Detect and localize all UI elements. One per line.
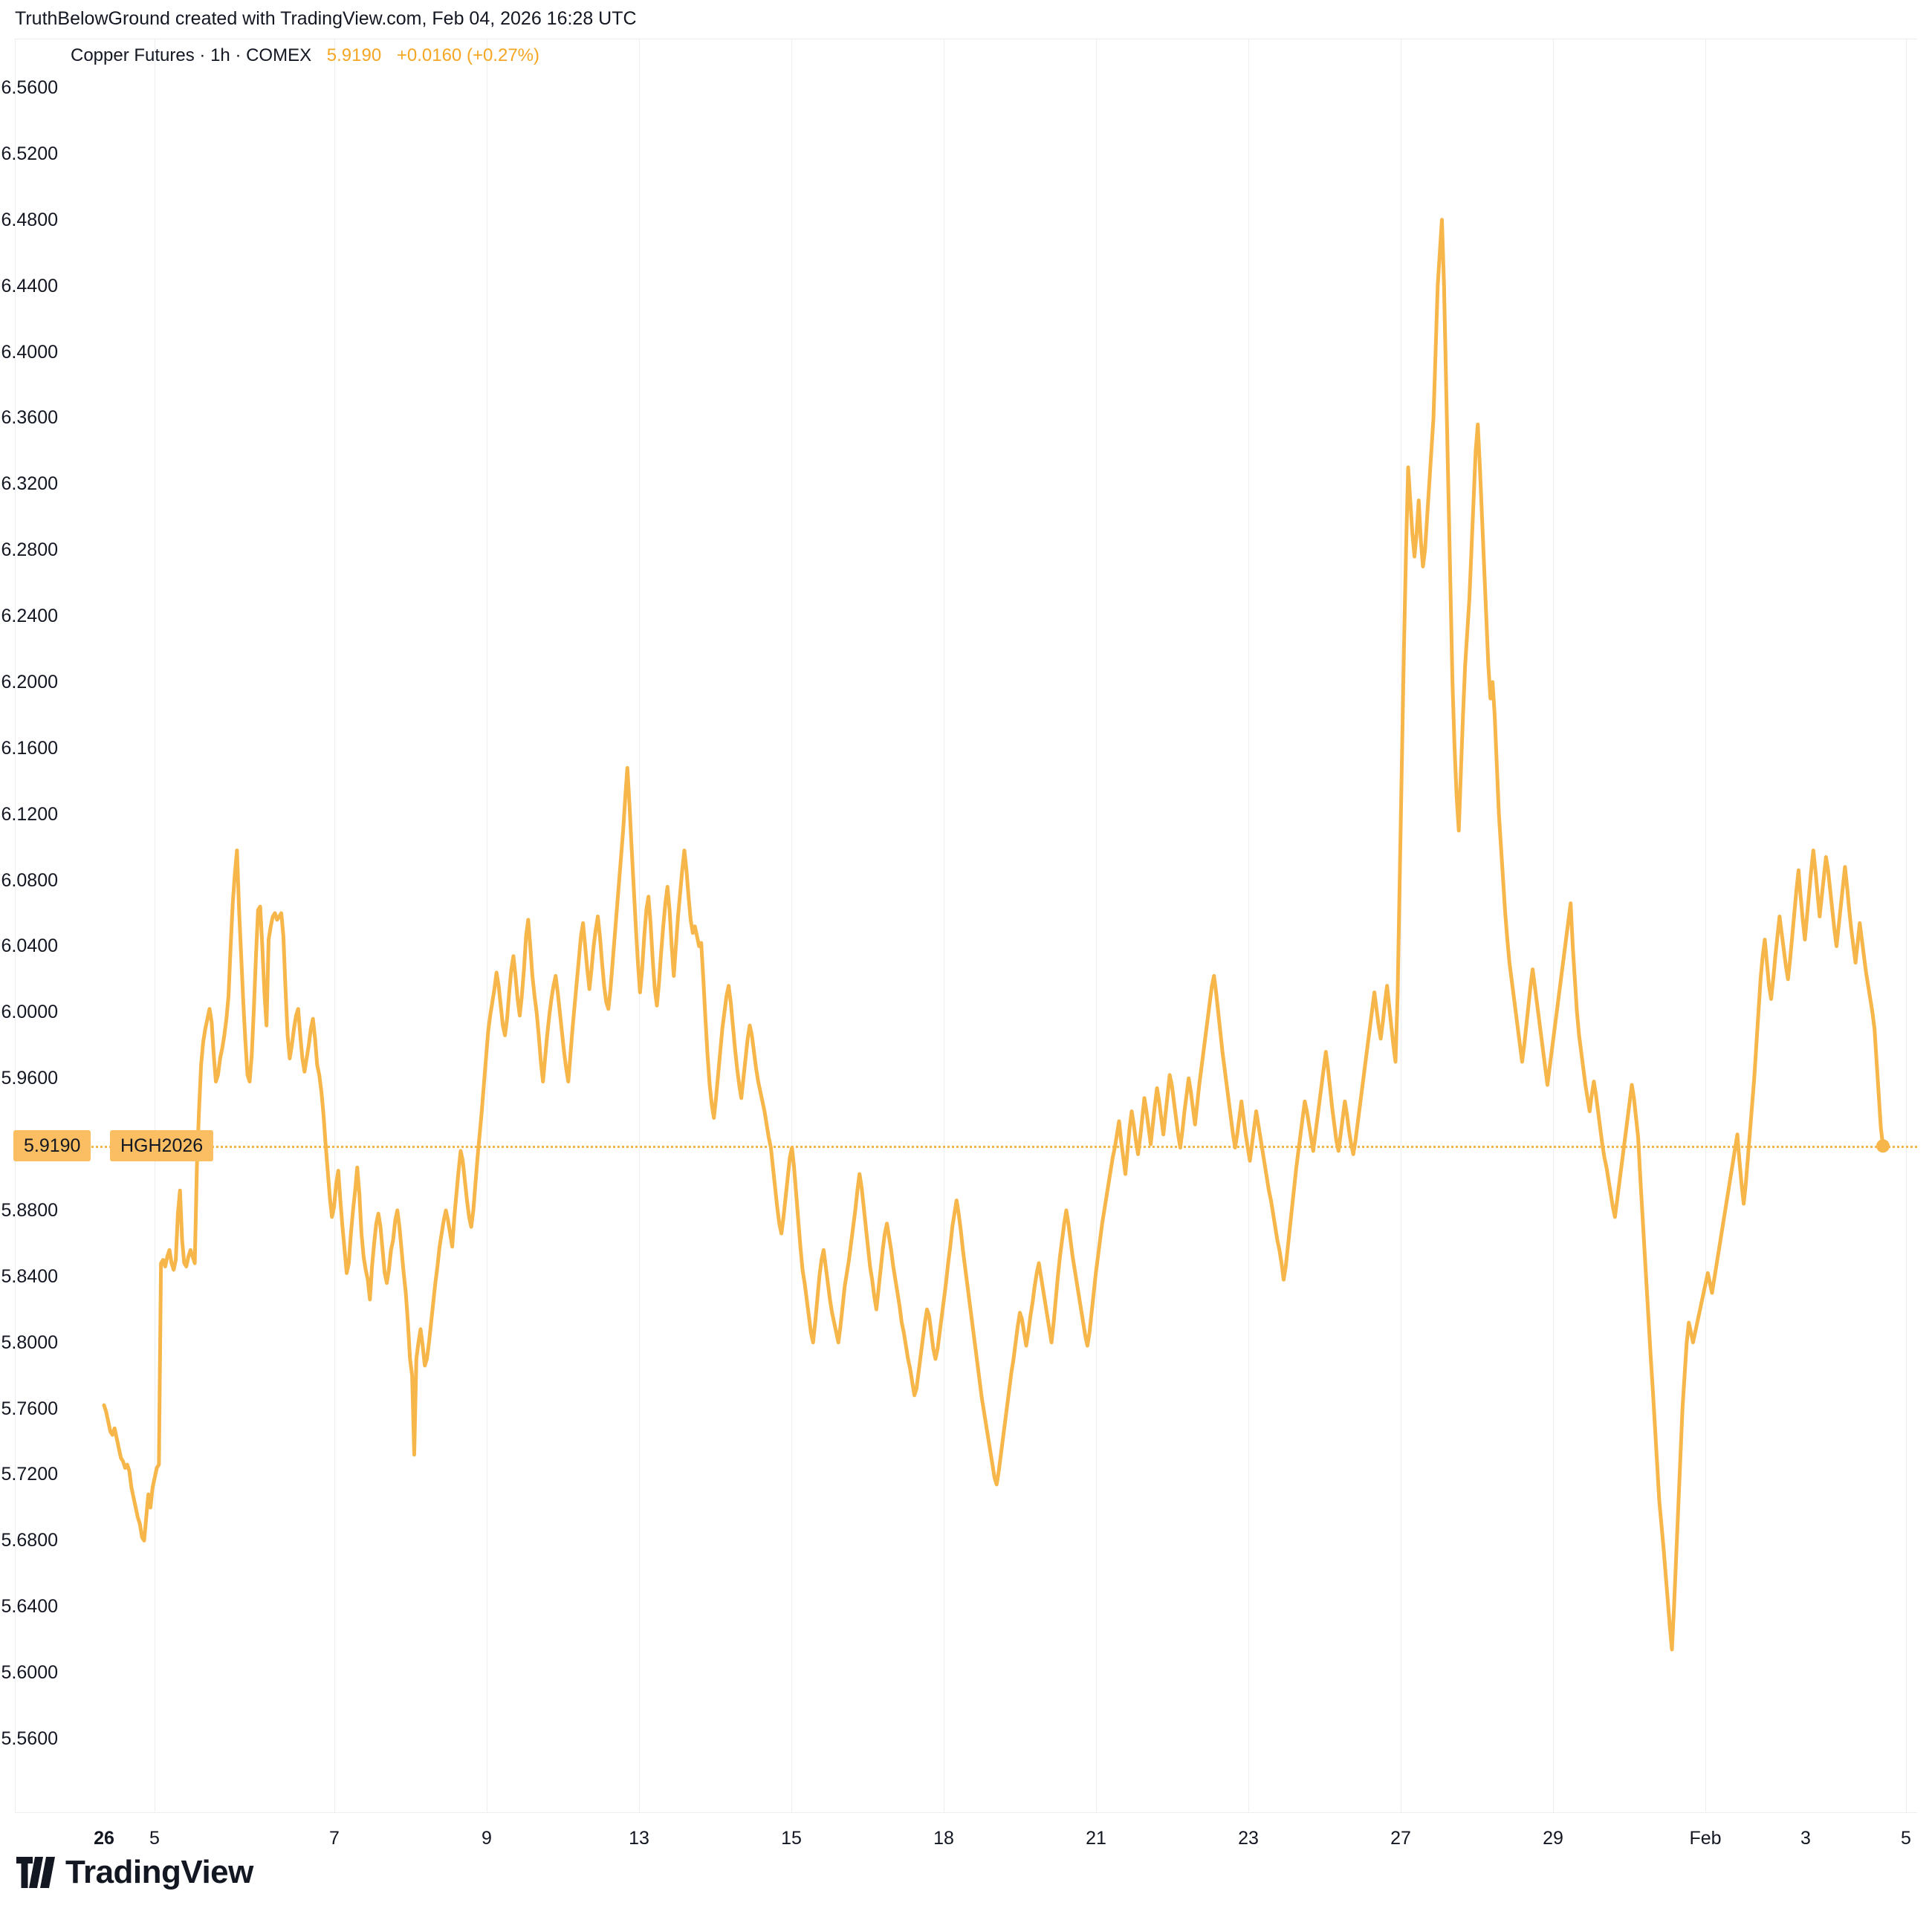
gridline-vertical [1096,39,1097,1813]
legend-last-price: 5.9190 [326,45,382,65]
y-axis-tick-label: 5.7600 [1,1398,58,1419]
y-axis-tick-label: 5.8400 [1,1265,58,1287]
x-axis-tick-label: 7 [329,1828,340,1849]
y-axis-tick-label: 6.0000 [1,1002,58,1023]
x-axis-tick-label: 23 [1238,1828,1259,1849]
y-axis-tick-label: 6.2800 [1,539,58,561]
y-axis-tick-label: 6.0800 [1,869,58,891]
y-axis-tick-label: 5.6400 [1,1596,58,1618]
gridline-vertical [1553,39,1554,1813]
x-axis-tick-label: 27 [1390,1828,1411,1849]
y-axis-tick-label: 6.2400 [1,606,58,627]
tradingview-footer-logo[interactable]: TradingView [16,1856,253,1889]
symbol-badge[interactable]: HGH2026 [110,1130,214,1162]
y-axis-tick-label: 5.9600 [1,1068,58,1089]
current-price-tag[interactable]: 5.9190 [13,1130,91,1162]
y-axis-tick-label: 6.0400 [1,935,58,957]
gridline-vertical [639,39,640,1813]
y-axis-tick-label: 6.2000 [1,671,58,692]
y-axis-tick-label: 6.1600 [1,737,58,759]
y-axis-tick-label: 6.4000 [1,341,58,363]
x-axis-tick-label: 5 [1901,1828,1911,1849]
attribution-text: TruthBelowGround created with TradingVie… [15,8,637,29]
y-axis-tick-label: 6.4800 [1,209,58,230]
y-axis-tick-label: 6.5600 [1,77,58,98]
x-axis-tick-label: Feb [1689,1828,1722,1849]
x-axis-tick-label: 13 [629,1828,649,1849]
x-axis-tick-label: 21 [1086,1828,1106,1849]
x-axis-tick-label: 9 [482,1828,492,1849]
gridline-vertical [1906,39,1907,1813]
price-series-plot [102,218,1890,1652]
chart-legend[interactable]: Copper Futures · 1h · COMEX 5.9190 +0.01… [71,45,539,67]
tradingview-wordmark: TradingView [65,1854,253,1890]
chart-frame [15,39,1917,1813]
x-axis-tick-label: 29 [1543,1828,1563,1849]
y-axis-tick-label: 5.6000 [1,1662,58,1684]
gridline-vertical [1705,39,1706,1813]
x-axis-tick-label: 15 [781,1828,802,1849]
y-axis-tick-label: 6.3600 [1,407,58,429]
gridline-vertical [791,39,792,1813]
x-axis-tick-label: 3 [1800,1828,1811,1849]
y-axis-tick-label: 5.8800 [1,1199,58,1221]
current-price-line [16,1146,1917,1149]
x-axis-tick-label: 26 [94,1828,114,1849]
gridline-vertical [1248,39,1249,1813]
legend-symbol-label: Copper Futures · 1h · COMEX [71,45,312,65]
y-axis-tick-label: 6.5200 [1,143,58,164]
y-axis-tick-label: 5.6800 [1,1530,58,1551]
y-axis-tick-label: 5.5600 [1,1728,58,1749]
gridline-vertical [334,39,335,1813]
y-axis-tick-label: 6.4400 [1,275,58,296]
x-axis-tick-label: 5 [149,1828,160,1849]
price-line-path [102,218,1885,1652]
y-axis-tick-label: 5.7200 [1,1464,58,1485]
y-axis-tick-label: 6.1200 [1,803,58,825]
x-axis-tick-label: 18 [933,1828,954,1849]
y-axis-tick-label: 6.3200 [1,473,58,495]
legend-change: +0.0160 (+0.27%) [396,45,539,65]
tradingview-logo-icon [16,1857,55,1888]
y-axis-tick-label: 5.8000 [1,1331,58,1353]
